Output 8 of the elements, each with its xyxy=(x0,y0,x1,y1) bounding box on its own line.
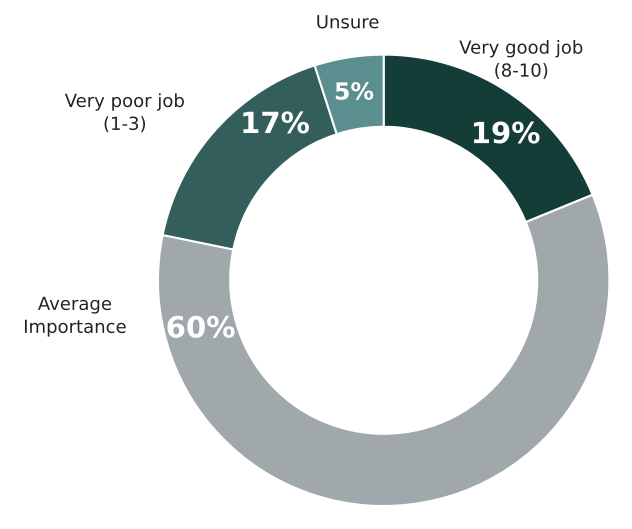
data-label: 60% xyxy=(167,316,235,338)
slice-label: Average Importance xyxy=(24,296,126,337)
data-label: 5% xyxy=(336,82,374,100)
slice-label: Unsure xyxy=(317,15,378,28)
slice-label: Very good job (8-10) xyxy=(459,40,582,80)
data-label: 19% xyxy=(474,121,540,144)
data-label: 17% xyxy=(243,111,309,134)
slice-label: Very poor job (1-3) xyxy=(64,93,184,132)
